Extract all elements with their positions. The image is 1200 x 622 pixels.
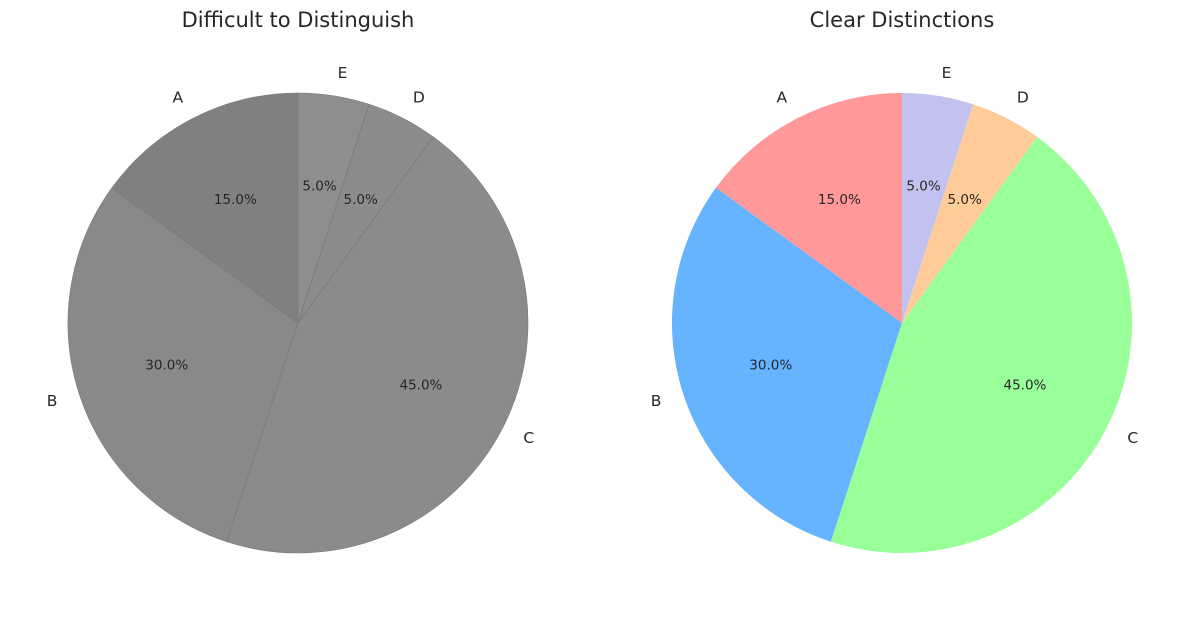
pie-slice-clear-c <box>830 136 1132 553</box>
pie-chart-clear: Clear Distinctions A 15.0% B 30.0% C 45.0% D 5.… <box>651 8 1139 553</box>
pie-slice-clear-b <box>672 187 902 542</box>
pie-slice-difficult-b <box>67 187 299 543</box>
pie-chart-difficult: Difficult to Distinguish A 15.0% B 30.0% C 45… <box>47 8 535 554</box>
percent-label-clear-e: 5.0% <box>906 179 940 195</box>
percent-label-difficult-b: 30.0% <box>145 358 188 374</box>
percent-label-clear-d: 5.0% <box>947 192 981 208</box>
pie-slice-clear-d <box>902 104 1038 323</box>
chart-title-clear: Clear Distinctions <box>810 8 995 32</box>
pie-slices-clear <box>672 93 1132 553</box>
pie-slice-difficult-a <box>111 92 299 324</box>
percent-label-difficult-c: 45.0% <box>400 378 443 394</box>
category-label-difficult-e: E <box>338 64 348 82</box>
category-label-clear-e: E <box>942 64 952 82</box>
pie-slice-difficult-c <box>226 136 529 554</box>
percent-label-difficult-e: 5.0% <box>302 179 336 195</box>
pie-slice-difficult-e <box>297 92 370 324</box>
percent-label-difficult-a: 15.0% <box>214 192 257 208</box>
percent-label-clear-b: 30.0% <box>749 358 792 374</box>
pie-slices-difficult <box>67 92 529 554</box>
category-label-clear-a: A <box>777 89 788 107</box>
category-label-difficult-d: D <box>413 89 425 107</box>
pie-slice-clear-e <box>902 93 974 323</box>
category-label-clear-d: D <box>1017 89 1029 107</box>
category-label-clear-b: B <box>651 392 662 410</box>
pie-labels-clear: A 15.0% B 30.0% C 45.0% D 5.0% E 5.0% <box>651 64 1139 447</box>
pie-slice-clear-a <box>715 93 902 323</box>
category-label-difficult-c: C <box>523 429 534 447</box>
category-label-difficult-a: A <box>173 89 184 107</box>
category-label-difficult-b: B <box>47 392 58 410</box>
category-label-clear-c: C <box>1127 429 1138 447</box>
percent-label-difficult-d: 5.0% <box>343 192 377 208</box>
percent-label-clear-a: 15.0% <box>818 192 861 208</box>
pie-labels-difficult: A 15.0% B 30.0% C 45.0% D 5.0% E 5.0% <box>47 64 535 447</box>
percent-label-clear-c: 45.0% <box>1004 378 1047 394</box>
chart-title-difficult: Difficult to Distinguish <box>182 8 415 32</box>
